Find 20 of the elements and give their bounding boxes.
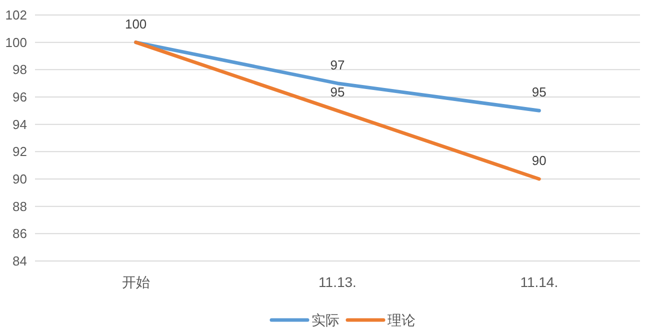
x-tick-label: 开始 [122,274,150,290]
y-tick-label: 92 [12,144,27,160]
legend-label: 实际 [312,312,340,328]
y-tick-label: 98 [12,62,27,78]
y-tick-label: 88 [12,198,27,214]
data-label: 97 [330,57,345,72]
data-label: 100 [124,16,147,32]
x-tick-label: 11.14. [520,274,558,290]
y-tick-label: 86 [12,226,27,242]
y-tick-label: 100 [5,34,27,50]
y-tick-label: 90 [12,172,27,186]
y-tick-label: 94 [12,116,27,132]
data-label: 95 [330,84,345,100]
y-tick-label: 84 [12,254,27,268]
x-tick-label: 11.13. [318,274,356,290]
y-tick-label: 96 [12,90,27,104]
data-label: 90 [532,153,546,168]
data-label: 95 [532,84,546,100]
y-tick-label: 102 [5,8,27,22]
legend-label: 理论 [388,312,416,328]
